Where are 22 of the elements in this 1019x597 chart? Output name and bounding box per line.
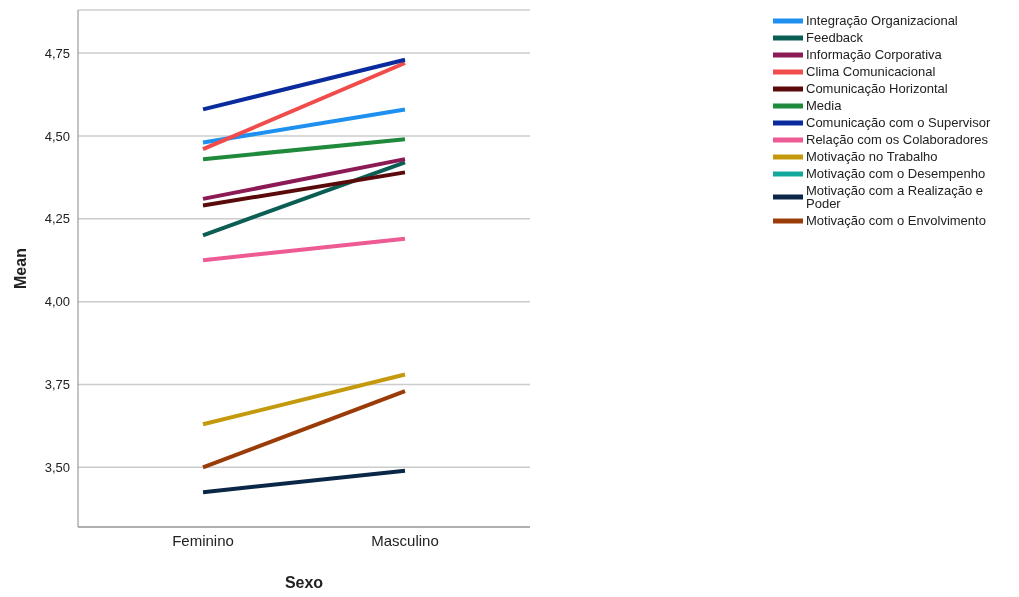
legend-label: Comunicação com o Supervisor: [806, 115, 991, 130]
x-tick-label: Masculino: [371, 531, 439, 549]
legend-label: Motivação com a Realização e Poder: [806, 183, 985, 211]
legend-label: Comunicação Horizontal: [806, 81, 948, 96]
legend-label: Relação com os Colaboradores: [806, 132, 989, 147]
y-tick-label: 4,50: [44, 128, 70, 144]
legend-label: Motivação com o Desempenho: [806, 166, 986, 181]
x-tick-label: Feminino: [172, 531, 234, 549]
y-axis-title: Mean: [11, 248, 29, 289]
x-axis-title: Sexo: [284, 574, 324, 591]
legend-label: Media: [806, 98, 842, 113]
y-tick-label: 4,00: [44, 294, 70, 310]
legend-label: Motivação com o Envolvimento: [806, 213, 986, 228]
legend-label: Informação Corporativa: [806, 47, 942, 62]
y-tick-label: 3,50: [44, 459, 70, 475]
legend-label: Feedback: [806, 30, 864, 45]
y-tick-label: 3,75: [44, 377, 70, 393]
legend-label: Clima Comunicacional: [806, 64, 936, 79]
legend-label: Motivação no Trabalho: [806, 149, 938, 164]
legend-label: Integração Organizacional: [806, 13, 958, 28]
y-tick-label: 4,25: [44, 211, 70, 227]
y-tick-label: 4,75: [44, 45, 70, 61]
